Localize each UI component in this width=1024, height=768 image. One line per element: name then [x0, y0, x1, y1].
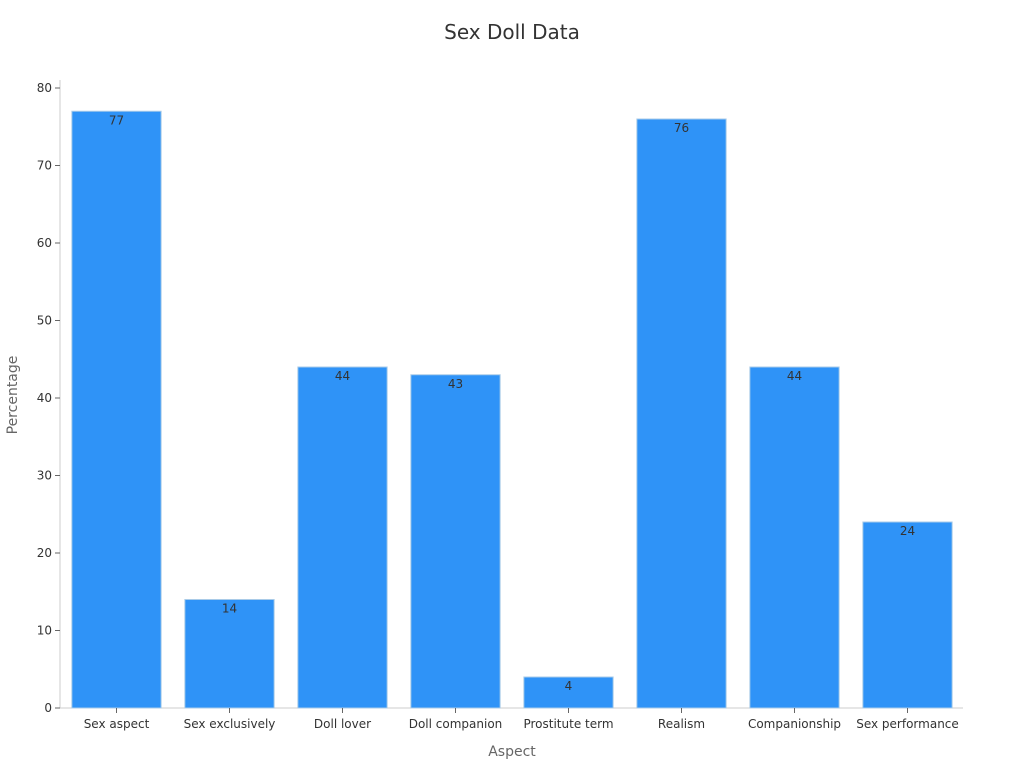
x-tick-label: Companionship	[748, 717, 841, 731]
y-tick-label: 20	[37, 546, 52, 560]
x-tick-label: Realism	[658, 717, 705, 731]
y-tick-label: 60	[37, 236, 52, 250]
x-axis-title: Aspect	[488, 744, 536, 760]
bar-6[interactable]	[749, 366, 840, 709]
data-label-5: 76	[674, 121, 689, 135]
x-axis-ticks: Sex aspect Sex exclusively Doll lover Doll …	[84, 708, 959, 731]
x-tick-label: Sex exclusively	[184, 717, 276, 731]
x-tick-label: Prostitute term	[523, 717, 613, 731]
data-label-7: 24	[900, 524, 915, 538]
x-tick-label: Sex aspect	[84, 717, 150, 731]
y-axis-title: Percentage	[5, 356, 21, 435]
bar-4[interactable]	[523, 676, 614, 709]
data-label-3: 43	[448, 377, 463, 391]
bar-0[interactable]	[71, 110, 162, 709]
data-label-2: 44	[335, 369, 350, 383]
y-tick-label: 50	[37, 314, 52, 328]
y-tick-label: 40	[37, 391, 52, 405]
y-axis-ticks: 0 10 20 30 40 50 60 70 80	[37, 81, 60, 715]
bar-5[interactable]	[636, 118, 727, 709]
x-tick-label: Sex performance	[856, 717, 959, 731]
bars-group: 77 14 44 43 4 76 44 24	[71, 110, 953, 709]
x-tick-label: Doll lover	[314, 717, 371, 731]
data-label-0: 77	[109, 113, 124, 127]
x-tick-label: Doll companion	[409, 717, 503, 731]
y-tick-label: 70	[37, 159, 52, 173]
y-tick-label: 30	[37, 469, 52, 483]
bar-1[interactable]	[184, 599, 275, 709]
bar-7[interactable]	[862, 521, 953, 709]
y-tick-label: 10	[37, 624, 52, 638]
data-label-4: 4	[565, 679, 573, 693]
bar-3[interactable]	[410, 374, 501, 709]
bar-2[interactable]	[297, 366, 388, 709]
chart-title: Sex Doll Data	[444, 20, 580, 44]
data-label-1: 14	[222, 602, 237, 616]
y-tick-label: 0	[44, 701, 52, 715]
y-tick-label: 80	[37, 81, 52, 95]
data-label-6: 44	[787, 369, 802, 383]
